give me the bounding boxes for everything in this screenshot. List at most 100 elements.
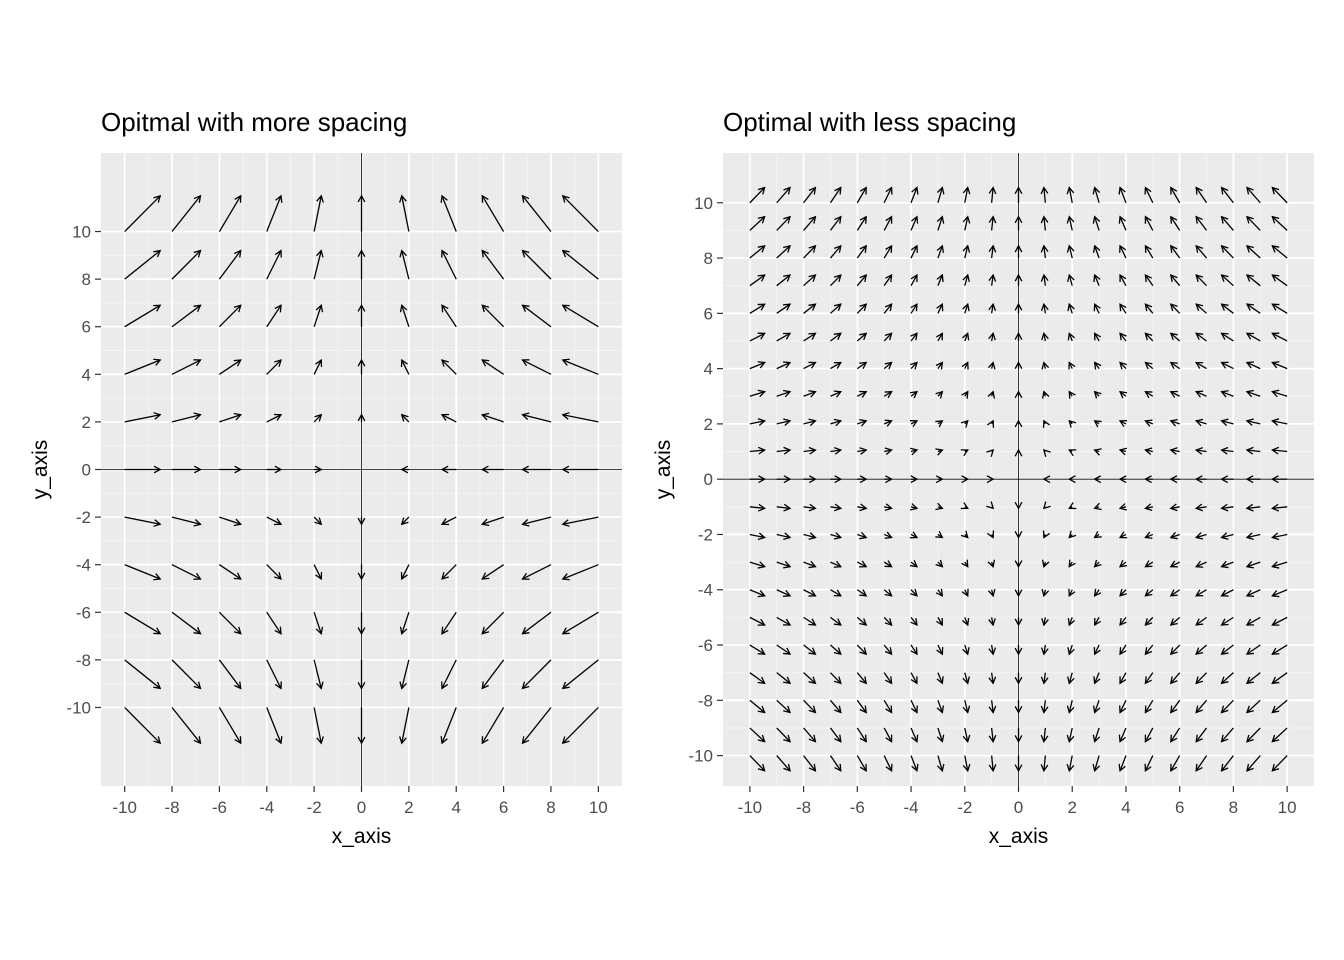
arrow-head <box>911 186 919 195</box>
arrow-shaft <box>1094 672 1100 684</box>
vector-arrow <box>962 644 970 656</box>
arrow-shaft <box>481 611 505 635</box>
arrow-head <box>885 273 893 283</box>
arrow-head <box>1144 734 1152 743</box>
arrow-head <box>910 361 918 370</box>
arrow-shaft <box>990 727 994 742</box>
arrow-head <box>1246 734 1254 743</box>
arrow-shaft <box>1271 216 1288 231</box>
vector-arrow <box>856 589 868 597</box>
arrow-head <box>987 419 995 428</box>
arrow-head <box>561 249 570 258</box>
arrow-shaft <box>829 727 842 743</box>
arrow-shaft <box>1094 617 1100 626</box>
arrow-shaft <box>1119 362 1127 370</box>
vector-arrow <box>1169 447 1180 455</box>
arrow-shaft <box>910 332 918 342</box>
vector-arrow <box>803 755 817 772</box>
arrow-head <box>561 736 570 745</box>
arrow-head <box>936 302 944 312</box>
arrow-head <box>884 303 893 312</box>
arrow-shaft <box>1068 245 1073 259</box>
arrow-head <box>193 572 202 580</box>
arrow-head <box>1067 273 1075 283</box>
vector-arrow <box>1118 186 1127 203</box>
arrow-shaft <box>964 304 969 314</box>
vector-arrow <box>313 249 324 280</box>
arrow-shaft <box>171 659 201 689</box>
vector-arrow <box>856 186 867 204</box>
arrow-shaft <box>857 506 867 509</box>
arrow-head <box>1066 244 1075 253</box>
vector-arrow <box>1271 755 1288 772</box>
arrow-shaft <box>883 672 893 684</box>
arrow-head <box>808 618 817 626</box>
vector-arrow <box>856 361 868 370</box>
vector-arrow <box>988 302 997 314</box>
arrow-shaft <box>910 644 918 655</box>
arrow-shaft <box>562 659 599 689</box>
arrow-shaft <box>749 672 766 684</box>
arrow-head <box>233 572 242 580</box>
arrow-shaft <box>1272 616 1288 626</box>
y-tick-label: 0 <box>82 461 91 480</box>
vector-arrow <box>936 215 945 231</box>
arrow-head <box>1220 390 1229 398</box>
arrow-shaft <box>964 333 969 342</box>
vector-arrow <box>776 475 792 484</box>
arrow-shaft <box>441 707 457 744</box>
x-tick-label: 8 <box>1229 798 1238 817</box>
arrow-shaft <box>830 303 842 314</box>
arrow-shaft <box>401 659 410 689</box>
vector-arrow <box>1066 755 1075 773</box>
vector-arrow <box>1040 755 1049 773</box>
vector-arrow <box>399 304 410 327</box>
arrow-head <box>1271 532 1280 541</box>
arrow-head <box>1245 303 1255 311</box>
vector-arrow <box>1042 449 1051 457</box>
arrow-head <box>987 588 996 598</box>
vector-arrow <box>1220 215 1234 231</box>
arrow-shaft <box>1144 245 1154 259</box>
arrow-shaft <box>990 672 994 684</box>
vector-arrow <box>1195 215 1208 231</box>
vector-arrow <box>171 564 202 580</box>
arrow-head <box>834 734 842 743</box>
arrow-head <box>1169 390 1178 398</box>
arrow-head <box>521 194 530 203</box>
vector-arrow <box>400 564 410 581</box>
vector-arrow <box>910 273 918 286</box>
vector-arrow <box>988 244 997 259</box>
vector-arrow <box>936 644 944 656</box>
arrow-head <box>1144 647 1153 656</box>
vector-arrow <box>1093 559 1102 568</box>
arrow-head <box>885 186 893 195</box>
arrow-head <box>521 412 530 420</box>
vector-arrow <box>266 516 283 526</box>
arrow-shaft <box>562 250 599 280</box>
arrow-shaft <box>776 699 791 713</box>
vector-arrow <box>400 465 409 474</box>
arrow-head <box>757 532 766 541</box>
arrow-head <box>1220 763 1229 772</box>
vector-arrow <box>1245 332 1261 342</box>
vector-arrow <box>399 194 410 232</box>
arrow-shaft <box>749 332 765 342</box>
x-tick-label: 10 <box>589 798 608 817</box>
arrow-head <box>935 530 944 539</box>
vector-arrow <box>1169 560 1180 568</box>
arrow-shaft <box>1246 506 1261 509</box>
vector-arrow <box>960 419 969 428</box>
arrow-shaft <box>857 449 867 453</box>
arrow-head <box>986 449 995 457</box>
arrow-head <box>440 518 450 526</box>
vector-arrow <box>1194 390 1207 398</box>
arrow-head <box>962 734 971 743</box>
arrow-shaft <box>218 195 242 232</box>
arrow-shaft <box>522 359 552 375</box>
arrow-shaft <box>776 533 791 539</box>
arrow-head <box>274 681 282 690</box>
vector-arrow <box>357 358 366 375</box>
vector-arrow <box>910 727 919 743</box>
arrow-shaft <box>1144 303 1154 314</box>
